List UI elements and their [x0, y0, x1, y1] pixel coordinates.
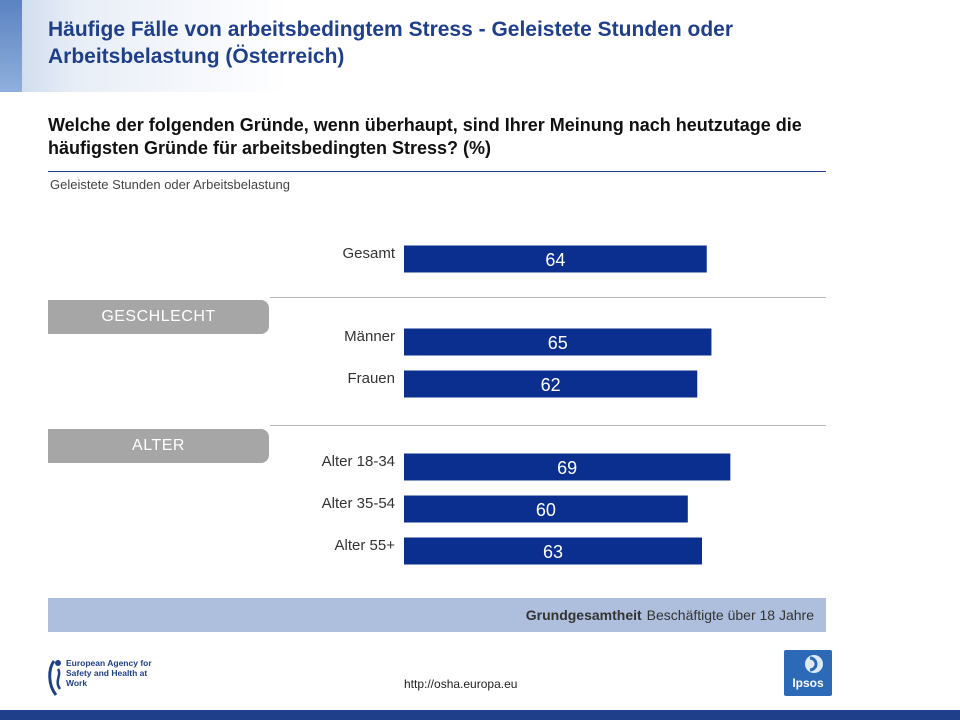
header-band	[0, 0, 960, 92]
group-separator-gender	[270, 297, 826, 298]
category-label-alter-35-54: Alter 35-54	[322, 495, 395, 512]
bar-gesamt	[404, 245, 707, 273]
group-label-age: ALTER	[48, 429, 269, 463]
category-label-alter-55: Alter 55+	[335, 537, 396, 554]
bar-alter-35-54	[404, 495, 688, 523]
value-label-männer: 65	[548, 333, 568, 353]
footer-url-link[interactable]: http://osha.europa.eu	[404, 677, 518, 691]
category-label-männer: Männer	[344, 328, 395, 345]
group-separator-age	[270, 425, 826, 426]
base-info-box: Grundgesamtheit Beschäftigte über 18 Jah…	[48, 598, 826, 632]
chart-subtitle: Geleistete Stunden oder Arbeitsbelastung	[50, 177, 290, 192]
bar-männer	[404, 328, 712, 356]
bar-frauen	[404, 370, 698, 398]
value-label-alter-18-34: 69	[557, 458, 577, 478]
eu-osha-logo-text: European Agency for Safety and Health at…	[66, 658, 152, 688]
value-label-gesamt: 64	[545, 250, 565, 270]
value-label-alter-35-54: 60	[536, 500, 556, 520]
value-label-frauen: 62	[541, 375, 561, 395]
base-label: Grundgesamtheit	[525, 607, 642, 623]
header-stripe	[0, 0, 22, 92]
page-title: Häufige Fälle von arbeitsbedingtem Stres…	[48, 18, 733, 68]
category-label-frauen: Frauen	[347, 370, 395, 387]
value-label-alter-55: 63	[543, 542, 563, 562]
category-label-gesamt: Gesamt	[342, 245, 395, 262]
bar-chart: Gesamt 64 Männer 65 Frauen 62 Alter 18-34 69 Alt…	[322, 245, 731, 565]
base-text: Beschäftigte über 18 Jahre	[646, 607, 814, 623]
category-label-alter-18-34: Alter 18-34	[322, 453, 395, 470]
ipsos-logo-icon	[784, 650, 832, 696]
ipsos-logo-text: Ipsos	[792, 676, 824, 690]
bar-alter-18-34	[404, 453, 731, 481]
question-divider	[48, 171, 826, 172]
footer-bar	[0, 710, 960, 720]
eu-osha-logo-icon	[48, 660, 62, 696]
group-label-gender: GESCHLECHT	[48, 300, 269, 334]
bar-alter-55	[404, 537, 702, 565]
survey-question: Welche der folgenden Gründe, wenn überha…	[48, 115, 802, 158]
